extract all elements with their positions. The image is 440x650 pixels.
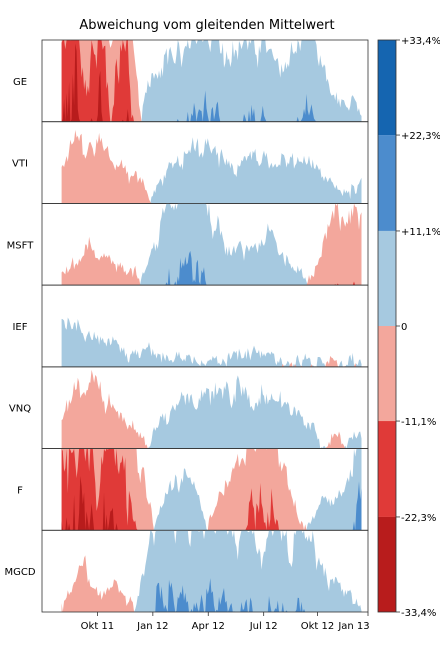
series-label-vnq: VNQ: [9, 404, 31, 415]
series-label-f: F: [17, 485, 23, 496]
msft-neg-band-1: [61, 203, 362, 286]
panel-ief: IEF: [12, 284, 369, 368]
series-label-mgcd: MGCD: [4, 567, 35, 578]
msft-pos-band-1: [61, 203, 362, 286]
panel-bands: [61, 448, 362, 531]
legend-swatch-1: [378, 40, 396, 136]
series-label-vti: VTI: [12, 159, 28, 170]
panel-bands: [61, 317, 362, 367]
f-neg-band-3: [61, 476, 118, 531]
legend-tick-label: 0: [401, 322, 407, 333]
panel-bands: [61, 369, 362, 449]
x-tick-label: Jul 12: [249, 621, 278, 632]
series-label-msft: MSFT: [7, 240, 35, 251]
vti-pos-band-1: [61, 137, 362, 204]
panel-ge: GE: [13, 39, 369, 123]
ge-neg-band-2: [61, 40, 362, 122]
panel-bands: [61, 40, 362, 122]
panel-mgcd: MGCD: [4, 529, 369, 613]
x-tick-label: Apr 12: [192, 621, 225, 632]
panel-vnq: VNQ: [9, 366, 369, 449]
color-legend: +33,4% +22,3% +11,1% 0 -11,1% -22,3% -33,4%: [377, 36, 440, 619]
chart-title: Abweichung vom gleitenden Mittelwert: [79, 18, 334, 33]
panel-bands: [61, 530, 362, 612]
ief-pos-band-1: [61, 317, 362, 367]
series-label-ge: GE: [13, 77, 27, 88]
f-pos-band-1: [152, 448, 362, 531]
legend-swatch-4: [378, 326, 396, 422]
legend-swatch-2: [378, 135, 396, 231]
legend-swatch-5: [378, 421, 396, 517]
vnq-neg-band-1: [61, 369, 346, 449]
panel-vti: VTI: [12, 121, 369, 204]
legend-swatch-3: [378, 230, 396, 326]
x-axis: Okt 11 Jan 12 Apr 12 Jul 12 Okt 12 Jan 13: [81, 612, 370, 632]
x-tick-label: Okt 12: [301, 621, 335, 632]
mgcd-pos-band-2: [149, 578, 306, 612]
mgcd-pos-band-1: [134, 530, 362, 612]
legend-tick-label: +11,1%: [401, 227, 440, 238]
ge-neg-band-1: [61, 40, 362, 122]
legend-tick-label: +22,3%: [401, 131, 440, 142]
ge-pos-band-2: [61, 90, 362, 122]
panel-f: F: [17, 448, 369, 531]
legend-tick-label: +33,4%: [401, 36, 440, 47]
x-tick-label: Jan 12: [136, 621, 168, 632]
vnq-pos-band-1: [146, 375, 362, 449]
panel-bands: [61, 129, 362, 204]
panel-bands: [61, 203, 362, 286]
mgcd-neg-band-1: [61, 555, 136, 612]
panel-frame: [41, 529, 369, 613]
panels: GE VTI MSFT IEF VNQ F MGCD: [4, 39, 369, 613]
ge-pos-band-1: [61, 40, 362, 122]
f-pos-band-2: [352, 481, 362, 531]
x-tick-label: Okt 11: [81, 621, 115, 632]
legend-tick-label: -33,4%: [401, 608, 436, 619]
series-label-ief: IEF: [12, 322, 27, 333]
legend-swatch-6: [378, 516, 396, 612]
f-neg-band-2: [61, 448, 279, 531]
legend-tick-label: -22,3%: [401, 513, 436, 524]
legend-tick-label: -11,1%: [401, 417, 436, 428]
panel-msft: MSFT: [7, 203, 369, 286]
vti-neg-band-1: [61, 129, 362, 204]
x-tick-label: Jan 13: [337, 621, 369, 632]
